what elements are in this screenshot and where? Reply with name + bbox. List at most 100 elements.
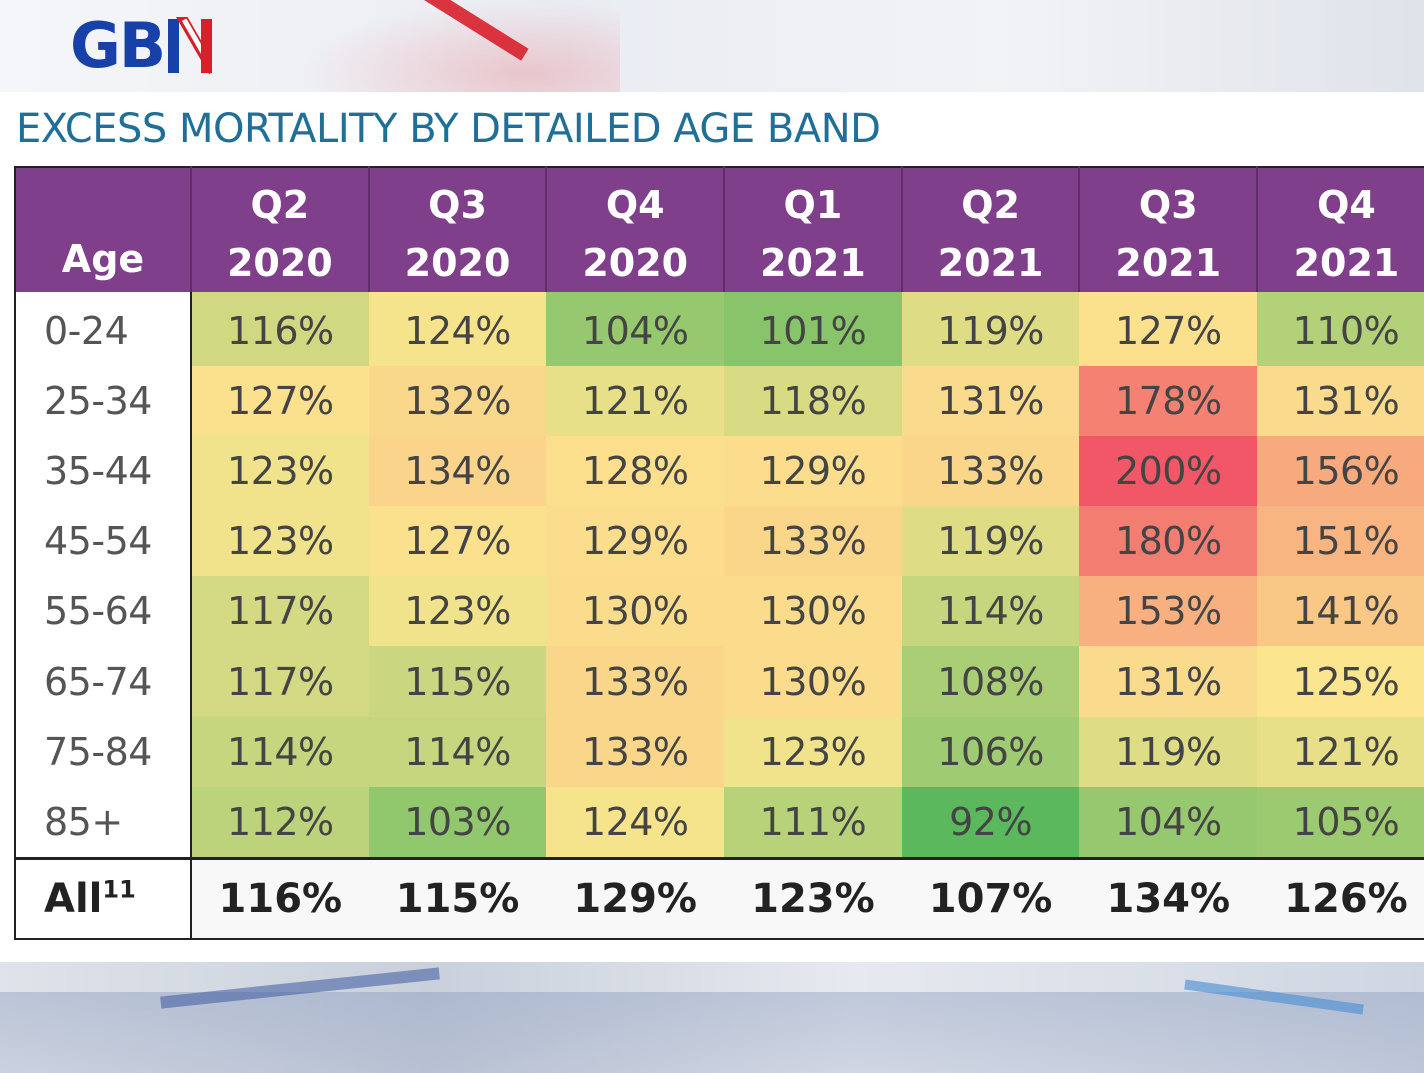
heatmap-cell: 121% — [546, 366, 725, 437]
bottom-shade — [0, 992, 1424, 1073]
total-cell: 134% — [1079, 856, 1258, 940]
age-band-label: 25-34 — [14, 366, 192, 437]
heatmap-cell: 127% — [1079, 292, 1258, 367]
total-cell: 123% — [724, 856, 902, 940]
table-row: 25-34 127% 132% 121% 118% 131% 178% 131% — [14, 366, 1424, 437]
table-row: 85+ 112% 103% 124% 111% 92% 104% 105% — [14, 786, 1424, 859]
heatmap-cell: 123% — [191, 436, 369, 507]
age-band-label: 45-54 — [14, 506, 192, 577]
column-header-year: 2021 — [1293, 241, 1400, 285]
broadcast-bottom-band — [0, 962, 1424, 1073]
heatmap-cell: 111% — [724, 786, 902, 859]
heatmap-cell: 125% — [1257, 646, 1424, 717]
heatmap-cell: 129% — [724, 436, 902, 507]
column-header: Q1 2021 — [723, 167, 902, 292]
heatmap-table: Age Q2 2020 Q3 2020 Q4 2020 Q1 2021 Q2 2021 Q3 2021… — [14, 166, 1424, 940]
heatmap-cell: 123% — [724, 716, 902, 787]
table-row: 0-24 116% 124% 104% 101% 119% 127% 110% — [14, 292, 1424, 367]
column-header-quarter: Q2 — [961, 183, 1020, 227]
total-row-label: All11 — [14, 856, 192, 940]
heatmap-cell: 123% — [191, 506, 369, 577]
heatmap-cell: 110% — [1257, 292, 1424, 367]
heatmap-cell: 130% — [724, 576, 902, 647]
heatmap-cell: 141% — [1257, 576, 1424, 647]
column-header-year: 2020 — [226, 241, 333, 285]
heatmap-cell: 133% — [546, 716, 725, 787]
gb-news-logo: GB — [70, 14, 213, 78]
age-column-header: Age — [14, 167, 191, 292]
total-cell: 115% — [368, 856, 547, 940]
heatmap-cell: 114% — [368, 716, 547, 787]
heatmap-cell: 134% — [368, 436, 547, 507]
heatmap-cell: 124% — [368, 292, 547, 367]
heatmap-cell: 130% — [724, 646, 902, 717]
heatmap-table-wrap: Age Q2 2020 Q3 2020 Q4 2020 Q1 2021 Q2 2021 Q3 2021… — [14, 166, 1424, 940]
heatmap-cell: 123% — [368, 576, 547, 647]
heatmap-cell: 178% — [1079, 366, 1258, 437]
heatmap-body: 0-24 116% 124% 104% 101% 119% 127% 110% 25-34 127… — [14, 292, 1424, 859]
heatmap-cell: 118% — [724, 366, 902, 437]
age-band-label: 85+ — [14, 786, 192, 859]
heatmap-cell: 121% — [1257, 716, 1424, 787]
total-cell: 126% — [1257, 856, 1424, 940]
column-header-year: 2021 — [937, 241, 1044, 285]
heatmap-cell: 156% — [1257, 436, 1424, 507]
column-header-quarter: Q3 — [1138, 183, 1198, 227]
column-header: Q2 2021 — [900, 167, 1080, 292]
heatmap-cell: 119% — [901, 506, 1080, 577]
total-cell: 116% — [191, 856, 369, 940]
age-band-label: 35-44 — [14, 436, 192, 507]
heatmap-cell: 131% — [1257, 366, 1424, 437]
heatmap-cell: 105% — [1257, 786, 1424, 859]
heatmap-cell: 130% — [546, 576, 725, 647]
column-header: Q3 2020 — [367, 167, 547, 292]
heatmap-cell: 127% — [368, 506, 547, 577]
heatmap-cell: 104% — [546, 292, 725, 367]
heatmap-cell: 92% — [901, 786, 1080, 859]
heatmap-cell: 119% — [901, 292, 1080, 367]
column-header: Q4 2020 — [545, 167, 725, 292]
heatmap-cell: 133% — [724, 506, 902, 577]
column-header-quarter: Q2 — [250, 183, 310, 227]
heatmap-cell: 131% — [901, 366, 1080, 437]
heatmap-cell: 112% — [191, 786, 369, 859]
column-header-year: 2021 — [1115, 241, 1222, 285]
age-band-label: 55-64 — [14, 576, 192, 647]
chart-title: EXCESS MORTALITY BY DETAILED AGE BAND — [16, 106, 881, 152]
table-row: 75-84 114% 114% 133% 123% 106% 119% 121% — [14, 716, 1424, 787]
column-header-quarter: Q1 — [783, 183, 843, 227]
table-row: 65-74 117% 115% 133% 130% 108% 131% 125% — [14, 646, 1424, 717]
age-band-label: 75-84 — [14, 716, 192, 787]
column-header-quarter: Q3 — [428, 183, 487, 227]
heatmap-cell: 131% — [1079, 646, 1258, 717]
table-row: 35-44 123% 134% 128% 129% 133% 200% 156% — [14, 436, 1424, 507]
column-header: Q4 2021 — [1256, 167, 1424, 292]
heatmap-cell: 127% — [191, 366, 369, 437]
heatmap-cell: 117% — [191, 576, 369, 647]
heatmap-cell: 108% — [901, 646, 1080, 717]
total-cell: 107% — [901, 856, 1080, 940]
heatmap-cell: 151% — [1257, 506, 1424, 577]
heatmap-cell: 128% — [546, 436, 725, 507]
column-header-year: 2021 — [760, 241, 866, 285]
heatmap-cell: 106% — [901, 716, 1080, 787]
heatmap-cell: 117% — [191, 646, 369, 717]
heatmap-cell: 114% — [191, 716, 369, 787]
column-header-quarter: Q4 — [1317, 183, 1376, 227]
heatmap-cell: 133% — [546, 646, 725, 717]
total-cell: 129% — [546, 856, 725, 940]
heatmap-cell: 133% — [901, 436, 1080, 507]
total-row: All11 116% 115% 129% 123% 107% 134% 126% — [14, 856, 1424, 940]
heatmap-cell: 132% — [368, 366, 547, 437]
column-header-year: 2020 — [582, 241, 689, 285]
heatmap-cell: 104% — [1079, 786, 1258, 859]
gb-news-flag-mark-icon — [168, 17, 213, 75]
heatmap-cell: 114% — [901, 576, 1080, 647]
column-header-year: 2020 — [404, 241, 511, 285]
heatmap-cell: 124% — [546, 786, 725, 859]
heatmap-cell: 153% — [1079, 576, 1258, 647]
age-band-label: 65-74 — [14, 646, 192, 717]
table-row: 45-54 123% 127% 129% 133% 119% 180% 151% — [14, 506, 1424, 577]
heatmap-cell: 180% — [1079, 506, 1258, 577]
heatmap-cell: 200% — [1079, 436, 1258, 507]
